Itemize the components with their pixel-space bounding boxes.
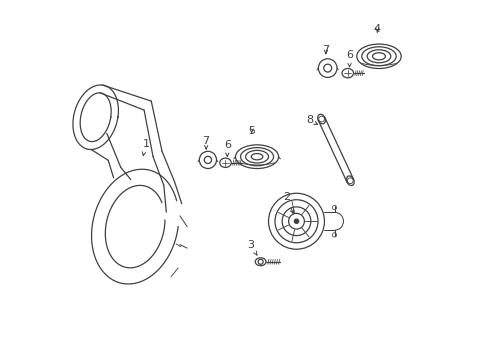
Text: 4: 4 xyxy=(373,24,380,35)
Text: 7: 7 xyxy=(202,136,209,149)
Text: 6: 6 xyxy=(346,50,352,67)
Text: 8: 8 xyxy=(305,115,317,125)
Text: 5: 5 xyxy=(248,126,255,135)
Text: 1: 1 xyxy=(142,139,149,156)
Text: 7: 7 xyxy=(322,45,329,55)
Text: 6: 6 xyxy=(224,140,230,156)
Circle shape xyxy=(294,219,298,224)
Text: 2: 2 xyxy=(283,192,293,213)
Text: 3: 3 xyxy=(247,240,257,256)
